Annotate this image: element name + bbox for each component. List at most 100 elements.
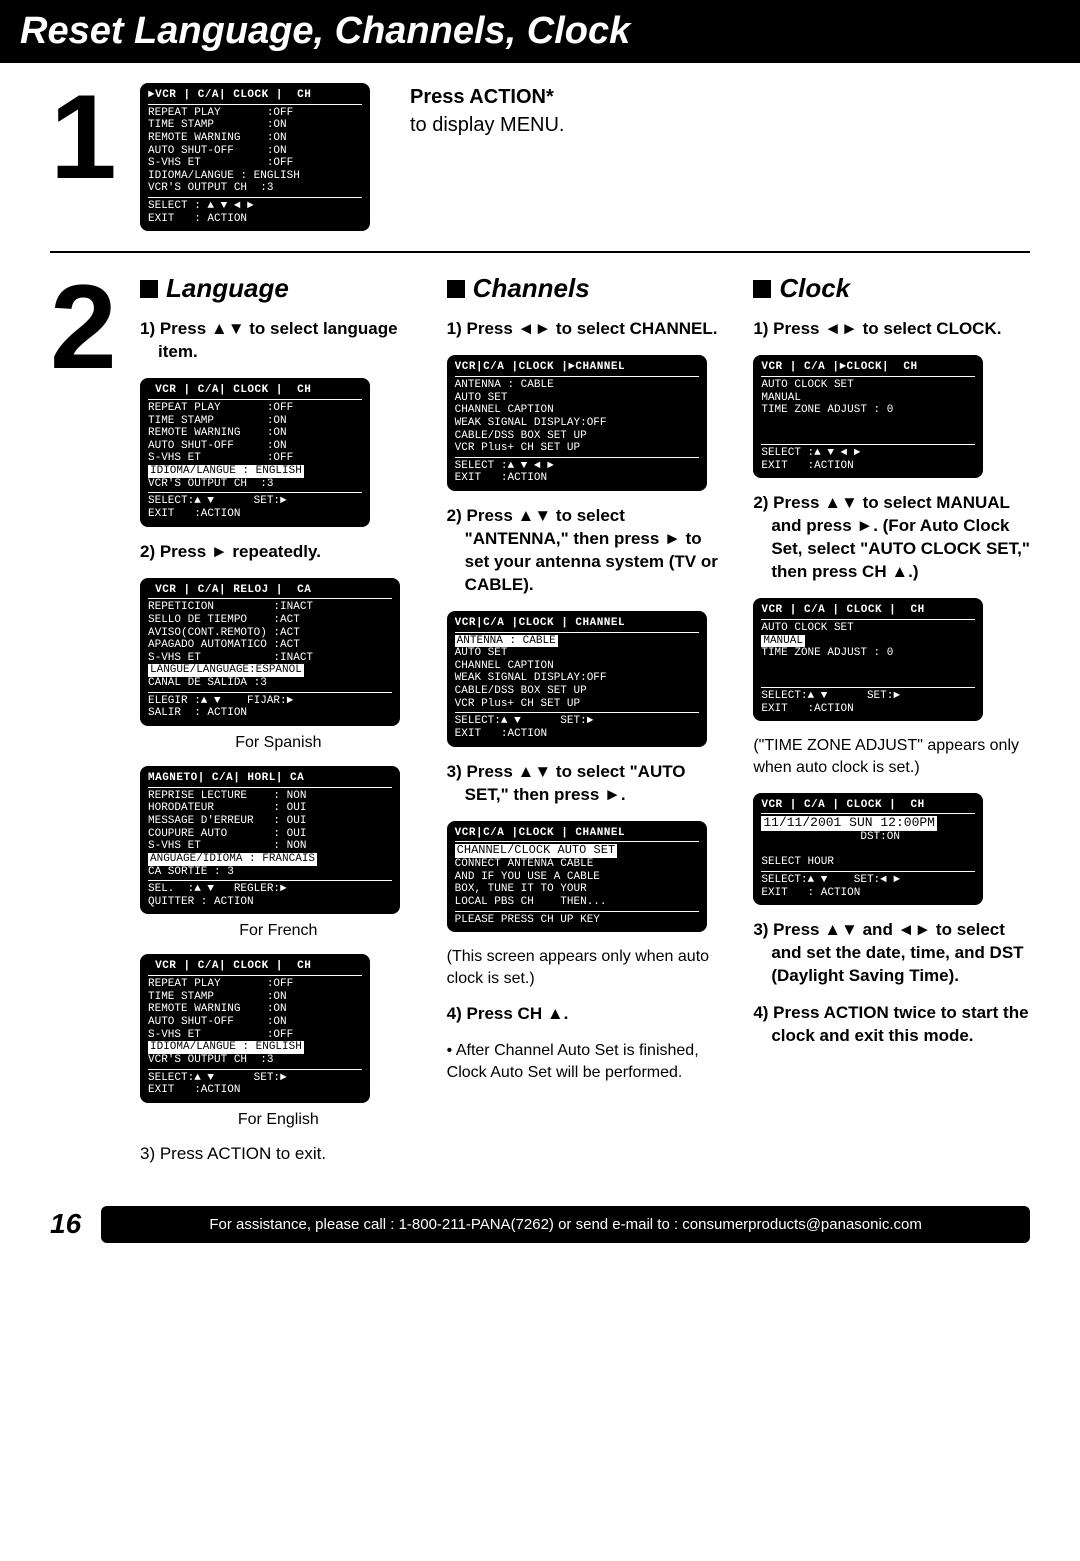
screen-footer: EXIT :ACTION bbox=[455, 472, 699, 485]
screen-line: AUTO SET bbox=[455, 647, 699, 660]
screen-highlight: 11/11/2001 SUN 12:00PM bbox=[761, 816, 937, 831]
step1-text: Press ACTION* to display MENU. bbox=[410, 83, 565, 139]
screen-footer: SELECT:▲ ▼ SET:► bbox=[148, 495, 362, 508]
language-s1: 1) Press ▲▼ to select language item. bbox=[140, 318, 417, 364]
screen-highlight: IDIOMA/LANGUE : ENGLISH bbox=[148, 1041, 304, 1054]
screen-line: SELECT HOUR bbox=[761, 856, 975, 869]
screen-footer: SELECT : ▲ ▼ ◄ ► bbox=[148, 200, 362, 213]
screen-line: REMOTE WARNING :ON bbox=[148, 1003, 362, 1016]
screen-tabs: VCR|C/A |CLOCK | CHANNEL bbox=[455, 617, 699, 633]
screen-footer: PLEASE PRESS CH UP KEY bbox=[455, 914, 699, 927]
screen-highlight: IDIOMA/LANGUE : ENGLISH bbox=[148, 465, 304, 478]
screen-clock-1: VCR | C/A |►CLOCK| CH AUTO CLOCK SET MAN… bbox=[753, 355, 983, 478]
screen-footer: EXIT :ACTION bbox=[761, 703, 975, 716]
screen-clock-2: VCR | C/A | CLOCK | CH AUTO CLOCK SET MA… bbox=[753, 598, 983, 721]
screen-line: REPEAT PLAY :OFF bbox=[148, 402, 362, 415]
screen-footer: SEL. :▲ ▼ REGLER:► bbox=[148, 883, 392, 896]
screen-line: AUTO SHUT-OFF :ON bbox=[148, 145, 362, 158]
screen-line: IDIOMA/LANGUE : ENGLISH bbox=[148, 170, 362, 183]
screen-tabs: VCR|C/A |CLOCK |►CHANNEL bbox=[455, 361, 699, 377]
screen-line: VCR'S OUTPUT CH :3 bbox=[148, 1054, 362, 1067]
screen-channels-2: VCR|C/A |CLOCK | CHANNEL ANTENNA : CABLE… bbox=[447, 611, 707, 747]
screen-line: CA SORTIE : 3 bbox=[148, 866, 392, 879]
channels-s2: 2) Press ▲▼ to select "ANTENNA," then pr… bbox=[447, 505, 724, 597]
screen-line: REMOTE WARNING :ON bbox=[148, 427, 362, 440]
screen-footer: SELECT:▲ ▼ SET:► bbox=[455, 715, 699, 728]
screen-tabs: VCR | C/A |►CLOCK| CH bbox=[761, 361, 975, 377]
step-1: 1 ►VCR | C/A| CLOCK | CH REPEAT PLAY :OF… bbox=[50, 83, 1030, 231]
screen-line: S-VHS ET : NON bbox=[148, 840, 392, 853]
screen-footer: SALIR : ACTION bbox=[148, 707, 392, 720]
screen-footer: SELECT:▲ ▼ SET:► bbox=[148, 1072, 362, 1085]
screen-lang-es: VCR | C/A| RELOJ | CA REPETICION :INACT … bbox=[140, 578, 400, 726]
caption-french: For French bbox=[140, 922, 417, 940]
screen-line: VCR Plus+ CH SET UP bbox=[455, 442, 699, 455]
screen-highlight: LANGUE/LANGUAGE:ESPANOL bbox=[148, 664, 304, 677]
screen-footer: EXIT :ACTION bbox=[148, 508, 362, 521]
screen-highlight: ANGUAGE/IDIOMA : FRANCAIS bbox=[148, 853, 317, 866]
clock-note: ("TIME ZONE ADJUST" appears only when au… bbox=[753, 735, 1030, 778]
screen-line: AUTO CLOCK SET bbox=[761, 622, 975, 635]
screen-line: MESSAGE D'ERREUR : OUI bbox=[148, 815, 392, 828]
screen-line: COUPURE AUTO : OUI bbox=[148, 828, 392, 841]
screen-line: CABLE/DSS BOX SET UP bbox=[455, 430, 699, 443]
step1-prompt: Press ACTION* bbox=[410, 86, 554, 108]
language-column: Language 1) Press ▲▼ to select language … bbox=[140, 273, 417, 1165]
screen-channels-3: VCR|C/A |CLOCK | CHANNEL CHANNEL/CLOCK A… bbox=[447, 821, 707, 933]
screen-line: CABLE/DSS BOX SET UP bbox=[455, 685, 699, 698]
screen-line: REPEAT PLAY :OFF bbox=[148, 978, 362, 991]
screen-tabs: ►VCR | C/A| CLOCK | CH bbox=[148, 89, 362, 105]
screen-footer: SELECT:▲ ▼ SET:◄ ► bbox=[761, 874, 975, 887]
screen-line: VCR Plus+ CH SET UP bbox=[455, 698, 699, 711]
screen-line: AUTO SET bbox=[455, 392, 699, 405]
screen-line: TIME ZONE ADJUST : 0 bbox=[761, 404, 975, 417]
language-s2: 2) Press ► repeatedly. bbox=[140, 541, 417, 564]
clock-s1: 1) Press ◄► to select CLOCK. bbox=[753, 318, 1030, 341]
screen-tabs: VCR | C/A | CLOCK | CH bbox=[761, 604, 975, 620]
screen-line: REPETICION :INACT bbox=[148, 601, 392, 614]
screen-footer: EXIT :ACTION bbox=[761, 460, 975, 473]
screen-footer: ELEGIR :▲ ▼ FIJAR:► bbox=[148, 695, 392, 708]
caption-spanish: For Spanish bbox=[140, 734, 417, 752]
screen-tabs: VCR | C/A| RELOJ | CA bbox=[148, 584, 392, 600]
screen-clock-3: VCR | C/A | CLOCK | CH 11/11/2001 SUN 12… bbox=[753, 793, 983, 906]
screen-line: WEAK SIGNAL DISPLAY:OFF bbox=[455, 672, 699, 685]
screen-tabs: VCR | C/A| CLOCK | CH bbox=[148, 960, 362, 976]
screen-line: VCR'S OUTPUT CH :3 bbox=[148, 182, 362, 195]
channels-heading: Channels bbox=[447, 273, 724, 304]
screen-line: CANAL DE SALIDA :3 bbox=[148, 677, 392, 690]
language-s3: 3) Press ACTION to exit. bbox=[140, 1143, 417, 1166]
screen-line: REPRISE LECTURE : NON bbox=[148, 790, 392, 803]
screen-footer: SELECT :▲ ▼ ◄ ► bbox=[455, 460, 699, 473]
screen-highlight: MANUAL bbox=[761, 635, 805, 648]
page-number: 16 bbox=[50, 1208, 81, 1240]
clock-s3: 3) Press ▲▼ and ◄► to select and set the… bbox=[753, 919, 1030, 988]
screen-line: DST:ON bbox=[761, 831, 975, 844]
screen-footer: SELECT:▲ ▼ SET:► bbox=[761, 690, 975, 703]
screen-line: SELLO DE TIEMPO :ACT bbox=[148, 614, 392, 627]
page-title: Reset Language, Channels, Clock bbox=[0, 0, 1080, 63]
channels-s3: 3) Press ▲▼ to select "AUTO SET," then p… bbox=[447, 761, 724, 807]
screen-line: S-VHS ET :INACT bbox=[148, 652, 392, 665]
channels-s4: 4) Press CH ▲. bbox=[447, 1003, 724, 1026]
screen-channels-1: VCR|C/A |CLOCK |►CHANNEL ANTENNA : CABLE… bbox=[447, 355, 707, 491]
screen-tabs: VCR|C/A |CLOCK | CHANNEL bbox=[455, 827, 699, 843]
screen-line: LOCAL PBS CH THEN... bbox=[455, 896, 699, 909]
screen-line: APAGADO AUTOMATICO :ACT bbox=[148, 639, 392, 652]
screen-line: REMOTE WARNING :ON bbox=[148, 132, 362, 145]
clock-column: Clock 1) Press ◄► to select CLOCK. VCR |… bbox=[753, 273, 1030, 1165]
screen-footer: EXIT :ACTION bbox=[455, 728, 699, 741]
screen-line: WEAK SIGNAL DISPLAY:OFF bbox=[455, 417, 699, 430]
screen-line: BOX, TUNE IT TO YOUR bbox=[455, 883, 699, 896]
step1-sub: to display MENU. bbox=[410, 114, 565, 136]
screen-line: TIME STAMP :ON bbox=[148, 119, 362, 132]
screen-highlight: CHANNEL/CLOCK AUTO SET bbox=[455, 844, 617, 858]
screen-line: S-VHS ET :OFF bbox=[148, 452, 362, 465]
screen-tabs: VCR | C/A | CLOCK | CH bbox=[761, 799, 975, 815]
clock-heading: Clock bbox=[753, 273, 1030, 304]
language-heading: Language bbox=[140, 273, 417, 304]
screen-footer: QUITTER : ACTION bbox=[148, 896, 392, 909]
screen-footer: EXIT : ACTION bbox=[761, 887, 975, 900]
screen-line: CONNECT ANTENNA CABLE bbox=[455, 858, 699, 871]
screen-line: AUTO SHUT-OFF :ON bbox=[148, 1016, 362, 1029]
